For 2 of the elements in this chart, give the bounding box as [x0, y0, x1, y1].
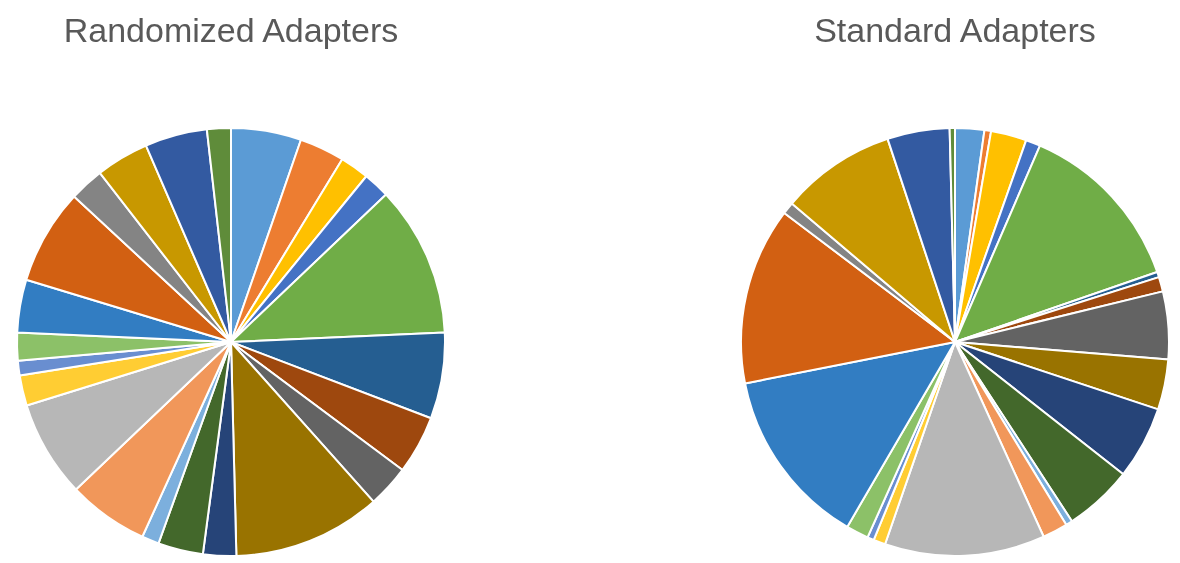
chart-title: Standard Adapters	[814, 11, 1096, 49]
chart-title: Randomized Adapters	[63, 11, 399, 49]
